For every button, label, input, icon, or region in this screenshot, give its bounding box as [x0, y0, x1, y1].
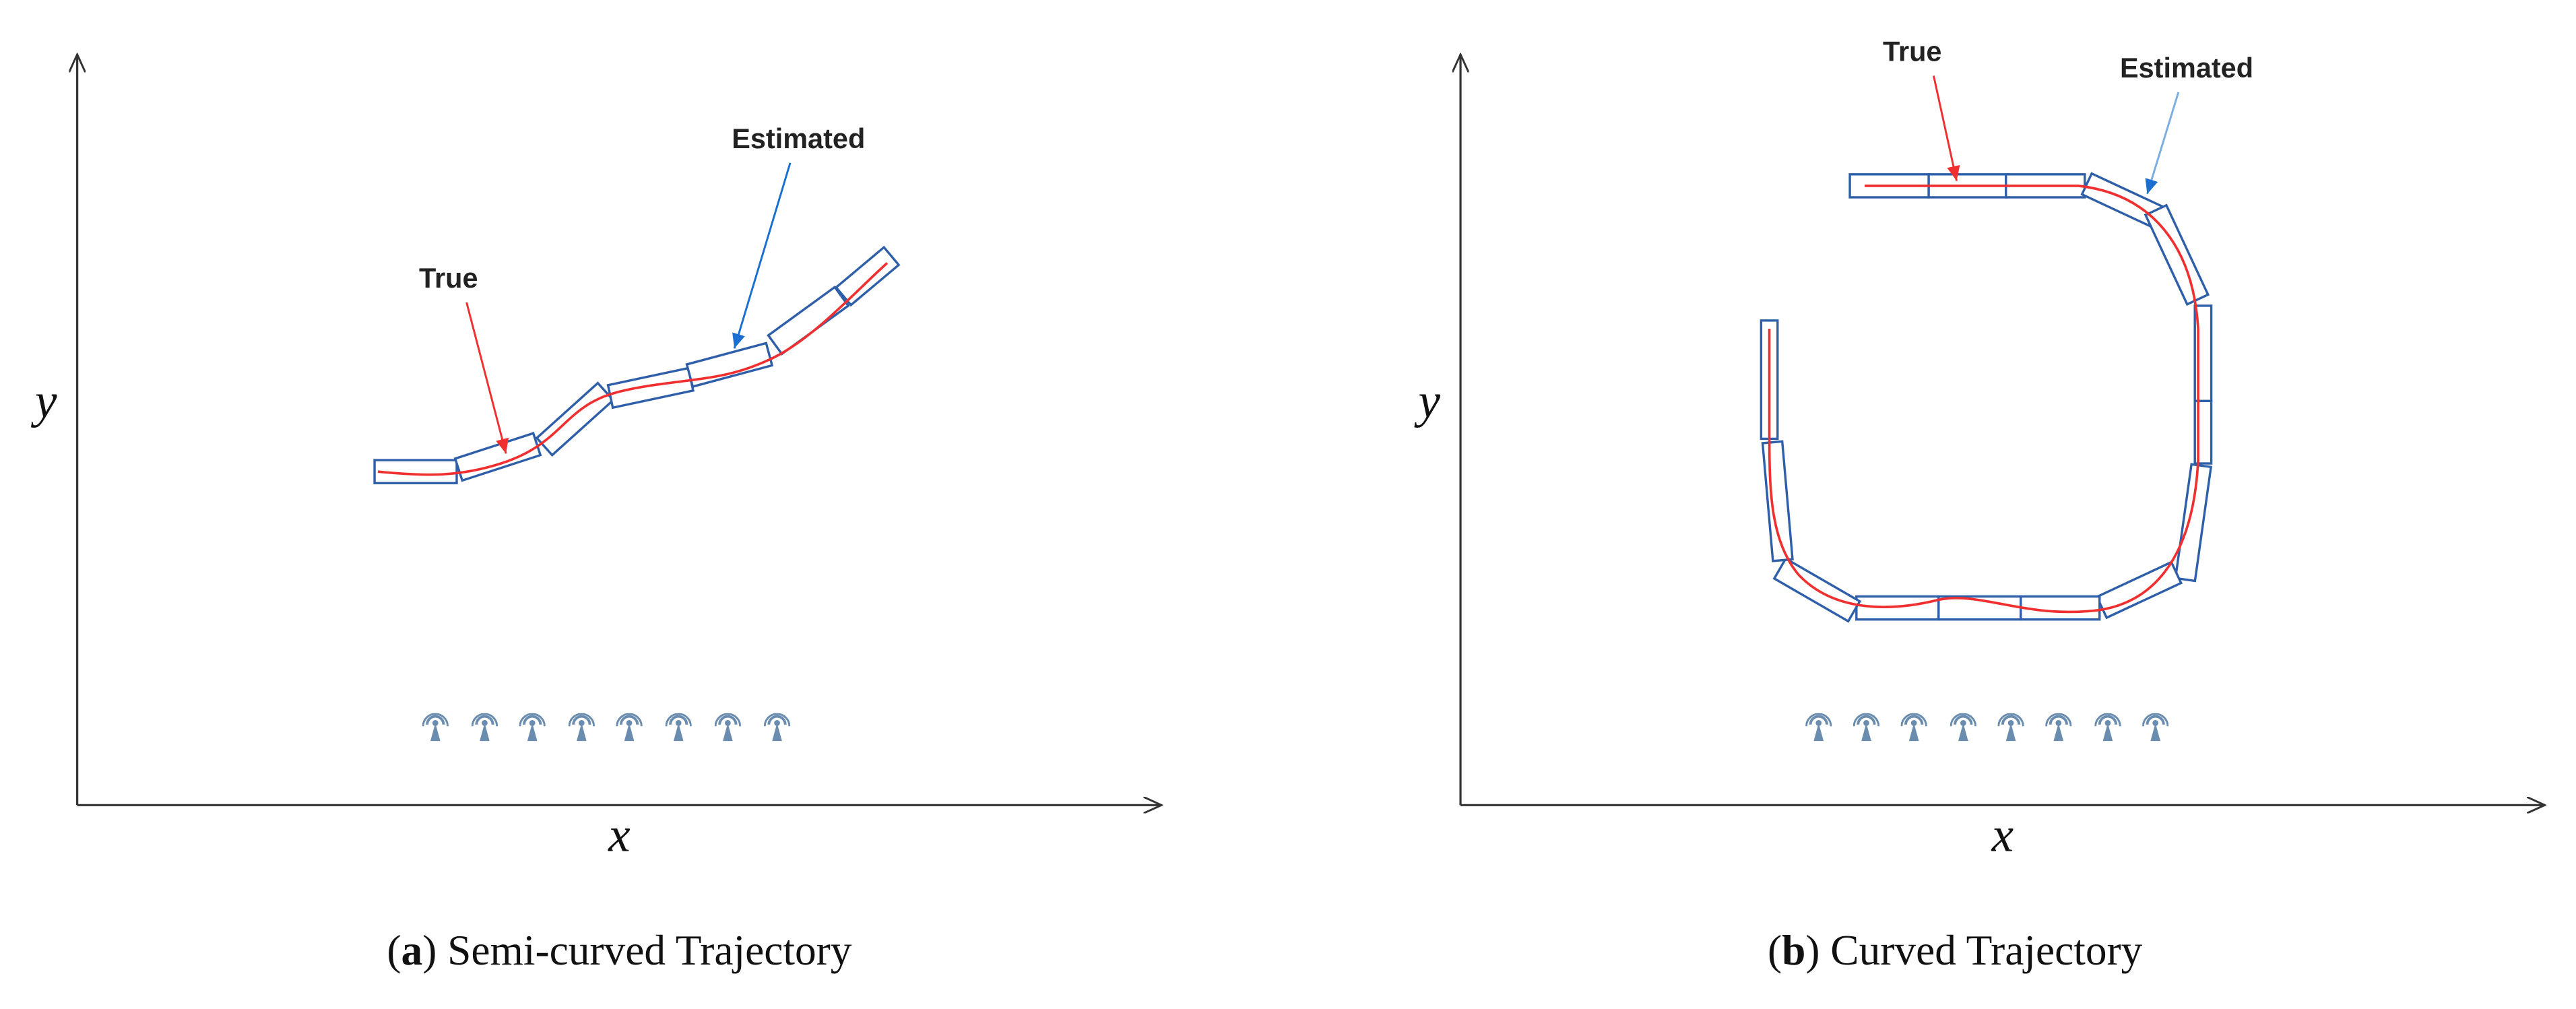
anchor-icon: [1997, 713, 2024, 743]
panel-a: y x True Estimated (a) Semi-curved Traje…: [30, 55, 1161, 974]
estimated-segments: [1760, 172, 2213, 623]
true-arrow: [465, 302, 509, 454]
anchor-icon: [616, 713, 643, 743]
anchor-icon: [471, 713, 498, 743]
caption-text: ) Semi-curved Trajectory: [422, 927, 852, 974]
anchor-icon: [568, 713, 595, 743]
anchors: [422, 713, 791, 743]
anchor-icon: [764, 713, 791, 743]
caption-prefix: (: [1768, 927, 1782, 974]
anchor-icon: [1853, 713, 1879, 743]
caption: (b) Curved Trajectory: [1768, 927, 2143, 974]
anchor-icon: [519, 713, 546, 743]
anchor-icon: [1950, 713, 1976, 743]
segment: [606, 366, 695, 410]
true-label: True: [419, 262, 478, 294]
caption-letter: b: [1782, 927, 1805, 974]
anchor-icon: [714, 713, 741, 743]
caption-text: ) Curved Trajectory: [1805, 927, 2142, 974]
segment: [1855, 595, 1940, 621]
anchor-icon: [2142, 713, 2169, 743]
x-label: x: [1991, 808, 2014, 862]
segment: [1761, 440, 1794, 562]
segment: [2095, 560, 2183, 620]
true-trajectory: [377, 262, 889, 476]
true-arrow: [1933, 75, 1960, 181]
caption-letter: a: [401, 927, 422, 974]
panel-b: y x True Estimated (b) Curved Trajectory: [1413, 36, 2544, 974]
x-label: x: [608, 808, 630, 862]
anchor-icon: [1805, 713, 1832, 743]
segment: [535, 381, 615, 457]
estimated-arrow: [732, 162, 792, 349]
y-label: y: [30, 374, 57, 428]
estimated-label: Estimated: [2120, 52, 2253, 84]
segment: [2174, 463, 2213, 583]
estimated-label: Estimated: [732, 123, 865, 154]
true-trajectory: [1768, 185, 2199, 614]
true-label: True: [1883, 36, 1942, 67]
segment: [2019, 595, 2101, 621]
anchor-icon: [1900, 713, 1927, 743]
anchor-icon: [2045, 713, 2072, 743]
segment: [685, 341, 774, 389]
segment: [767, 285, 850, 356]
estimated-arrow: [2145, 92, 2180, 195]
caption-prefix: (: [387, 927, 401, 974]
anchor-icon: [2094, 713, 2121, 743]
anchor-icon: [422, 713, 449, 743]
caption: (a) Semi-curved Trajectory: [387, 927, 851, 974]
segment: [834, 245, 901, 307]
segment: [2144, 203, 2210, 306]
y-label: y: [1413, 374, 1440, 428]
segment: [453, 432, 542, 482]
anchors: [1805, 713, 2169, 743]
anchor-icon: [665, 713, 692, 743]
